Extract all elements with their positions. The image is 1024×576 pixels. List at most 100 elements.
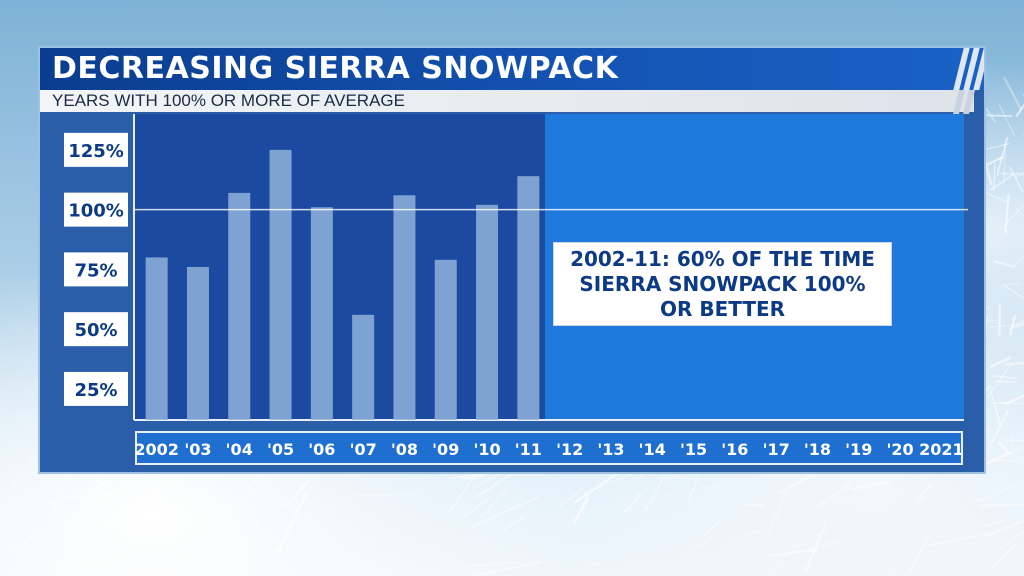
frost-streak [126,473,186,514]
y-tick-box [64,252,128,287]
frost-streak [927,529,999,548]
frost-streak [173,544,228,559]
frost-streak [18,454,33,491]
y-tick-box [64,371,128,406]
frost-streak [7,526,49,555]
frost-streak [469,560,542,576]
frost-streak [0,479,19,524]
frost-streak [999,204,1024,231]
frost-streak [733,527,769,542]
y-tick: 25% [64,371,128,406]
frost-streak [460,474,484,482]
x-tick-label: '12 [556,440,583,459]
frost-streak [993,163,996,190]
x-tick-label: '17 [763,440,790,459]
frost-streak [986,363,1013,399]
bar [352,314,375,420]
frost-streak [1003,284,1024,300]
y-tick-label: 50% [74,320,117,341]
chart-title: DECREASING SIERRA SNOWPACK [52,51,619,86]
frost-streak [849,480,891,491]
x-tick-label: '19 [845,440,872,459]
frost-streak [989,356,1012,369]
frost-streak [693,485,726,490]
frost-streak [3,543,52,576]
frost-streak [645,477,665,512]
frost-streak [986,142,1010,150]
frost-streak [982,519,1005,528]
frost-streak [994,380,1017,383]
bar [476,204,499,420]
frost-streak [115,499,142,508]
x-axis-bar [135,431,963,465]
frost-streak [702,520,721,536]
frost-streak [58,492,108,500]
frost-streak [1008,166,1024,193]
x-tick-label: '08 [391,440,418,459]
frost-streak [991,374,1017,380]
bar [434,259,457,420]
x-tick-label: '05 [267,440,294,459]
frost-streak [1002,76,1022,110]
y-tick: 75% [64,252,128,287]
frost-streak [87,477,114,495]
frost-streak [6,500,62,512]
frost-streak [1014,323,1024,328]
frost-streak [777,472,816,495]
x-tick-label: '07 [350,440,377,459]
x-tick-label: '11 [515,440,542,459]
y-tick-label: 25% [74,380,117,401]
frost-streak [501,515,525,533]
frost-streak [479,486,510,519]
x-tick-label: '15 [680,440,707,459]
frost-streak [804,521,828,572]
y-tick-label: 125% [68,141,124,162]
frost-streak [993,260,1016,268]
y-tick-box [64,312,128,347]
x-tick-label: '18 [804,440,831,459]
frost-streak [675,541,701,567]
x-tick-label: '14 [639,440,666,459]
frost-streak [219,479,273,515]
frost-streak [687,472,701,502]
frost-streak [988,409,1010,448]
frost-streak [16,534,58,557]
frost-streak [808,539,846,550]
frost-streak [988,530,1024,559]
frost-streak [93,483,119,520]
annotation-callout: 2002-11: 60% OF THE TIME SIERRA SNOWPACK… [553,242,892,326]
frost-streak [89,484,134,505]
frost-streak [916,482,934,500]
y-tick: 100% [64,192,128,227]
frost-streak [505,473,543,477]
frost-streak [798,528,827,548]
x-tick-label: 2002 [134,440,179,459]
frost-streak [1004,194,1010,234]
frost-streak [771,535,803,573]
subtitle-bar: YEARS WITH 100% OR MORE OF AVERAGE [40,90,974,112]
bar [186,267,209,420]
chart-subtitle: YEARS WITH 100% OR MORE OF AVERAGE [52,91,405,110]
frost-streak [998,282,1021,287]
frost-streak [461,496,491,519]
x-tick-label: '04 [226,440,253,459]
frost-streak [231,486,268,533]
frost-streak [989,323,1024,329]
frost-streak [129,485,162,551]
y-tick-box [64,192,128,227]
bar [393,195,416,420]
bar [310,207,333,420]
y-tick: 125% [64,132,128,167]
frost-streak [971,480,1024,504]
frost-streak [467,560,523,568]
frost-streak [94,519,117,526]
frost-streak [245,534,303,551]
frost-streak [80,544,103,573]
frost-streak [1001,172,1024,176]
annotation-text: 2002-11: 60% OF THE TIME SIERRA SNOWPACK… [570,246,875,321]
x-tick-label: '20 [886,440,913,459]
x-tick-label: '13 [597,440,624,459]
frost-streak [281,479,311,510]
frost-streak [583,560,604,572]
frost-streak [998,103,1016,137]
